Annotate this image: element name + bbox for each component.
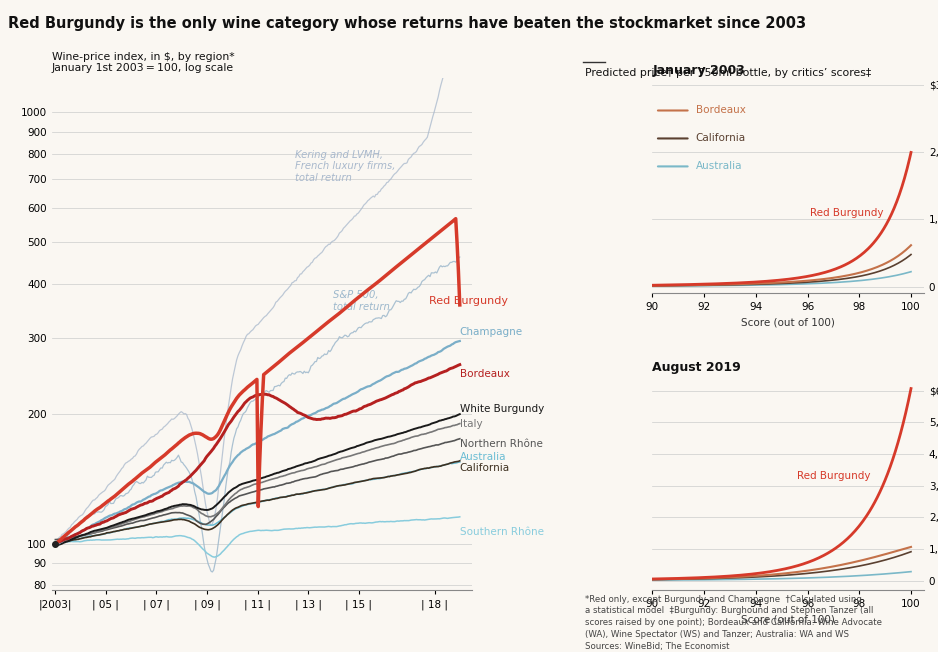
Text: Australia: Australia <box>696 162 742 171</box>
Text: California: California <box>460 464 510 473</box>
Text: S&P 500,
total return: S&P 500, total return <box>333 290 390 312</box>
X-axis label: Score (out of 100): Score (out of 100) <box>741 615 835 625</box>
Text: Bordeaux: Bordeaux <box>696 106 746 115</box>
Text: Southern Rhône: Southern Rhône <box>460 527 544 537</box>
Text: January 2003: January 2003 <box>653 64 746 77</box>
Text: *Red only, except Burgundy and Champagne  †Calculated using
a statistical model : *Red only, except Burgundy and Champagne… <box>585 595 883 651</box>
Text: Northern Rhône: Northern Rhône <box>460 439 543 449</box>
Text: Bordeaux: Bordeaux <box>460 369 509 379</box>
Text: Red Burgundy: Red Burgundy <box>809 208 883 218</box>
X-axis label: Score (out of 100): Score (out of 100) <box>741 318 835 328</box>
Text: Red Burgundy is the only wine category whose returns have beaten the stockmarket: Red Burgundy is the only wine category w… <box>8 16 806 31</box>
Text: Kering and LVMH,
French luxury firms,
total return: Kering and LVMH, French luxury firms, to… <box>295 150 396 183</box>
Text: Red Burgundy: Red Burgundy <box>796 471 870 481</box>
Text: August 2019: August 2019 <box>653 361 741 374</box>
Text: White Burgundy: White Burgundy <box>460 404 544 413</box>
Text: Champagne: Champagne <box>460 327 522 337</box>
Text: Italy: Italy <box>460 419 482 428</box>
Text: Australia: Australia <box>460 452 507 462</box>
Text: California: California <box>696 134 746 143</box>
Text: Wine-price index, in $, by region*
January 1st 2003 = 100, log scale: Wine-price index, in $, by region* Janua… <box>52 52 234 73</box>
Text: Predicted price† per 750ml bottle, by critics’ scores‡: Predicted price† per 750ml bottle, by cr… <box>585 68 871 78</box>
Text: Red Burgundy: Red Burgundy <box>430 296 508 306</box>
